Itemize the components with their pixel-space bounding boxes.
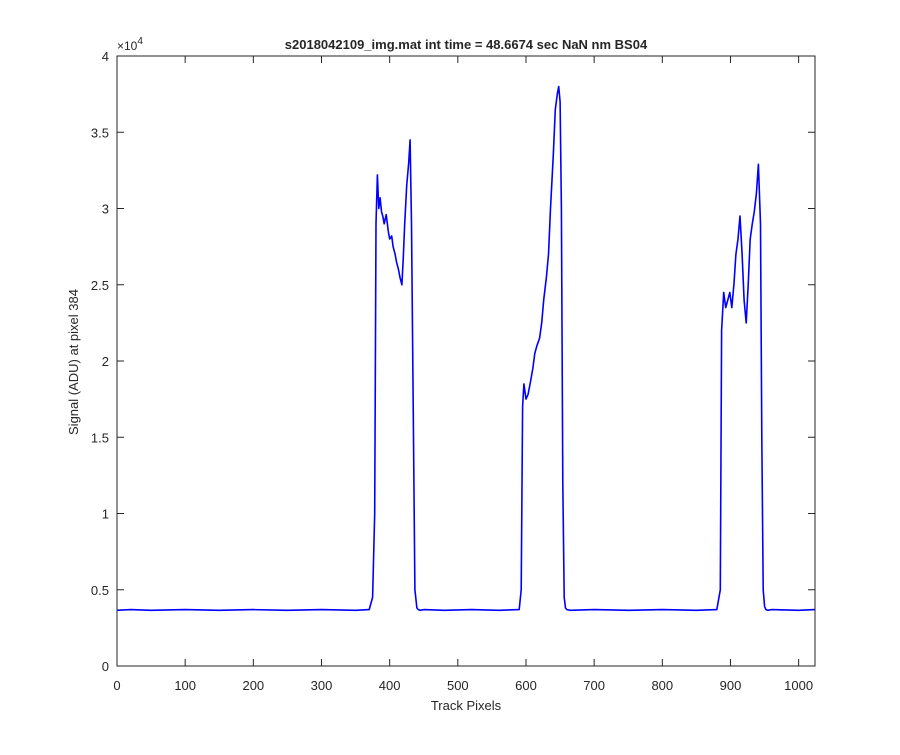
- x-tick-label: 500: [447, 678, 469, 693]
- x-tick-label: 100: [174, 678, 196, 693]
- x-axis-label: Track Pixels: [431, 698, 502, 713]
- y-tick-label: 2.5: [91, 278, 109, 293]
- chart-title: s2018042109_img.mat int time = 48.6674 s…: [285, 37, 648, 52]
- x-tick-label: 1000: [784, 678, 813, 693]
- x-tick-label: 200: [242, 678, 264, 693]
- x-tick-label: 800: [651, 678, 673, 693]
- x-tick-label: 300: [311, 678, 333, 693]
- y-tick-label: 1.5: [91, 430, 109, 445]
- y-exponent-power: 4: [137, 36, 143, 47]
- y-tick-label: 4: [102, 49, 109, 64]
- y-tick-label: 1: [102, 507, 109, 522]
- plot-area: 0 100 200 300 400 500 600 700 800 900 1000 0 0.5 1 1.5…: [91, 49, 816, 693]
- y-axis-label: Signal (ADU) at pixel 384: [66, 289, 81, 435]
- y-tick-label: 0: [102, 659, 109, 674]
- y-tick-label: 3.5: [91, 125, 109, 140]
- y-tick-label: 2: [102, 354, 109, 369]
- x-tick-label: 0: [113, 678, 120, 693]
- plot-background: [117, 56, 815, 666]
- x-tick-label: 400: [379, 678, 401, 693]
- x-tick-label: 900: [720, 678, 742, 693]
- y-exponent-label: ×104: [117, 36, 143, 53]
- x-tick-label: 600: [515, 678, 537, 693]
- y-tick-label: 0.5: [91, 583, 109, 598]
- series-line-0: [116, 85, 816, 612]
- x-tick-label: 700: [583, 678, 605, 693]
- y-tick-label: 3: [102, 202, 109, 217]
